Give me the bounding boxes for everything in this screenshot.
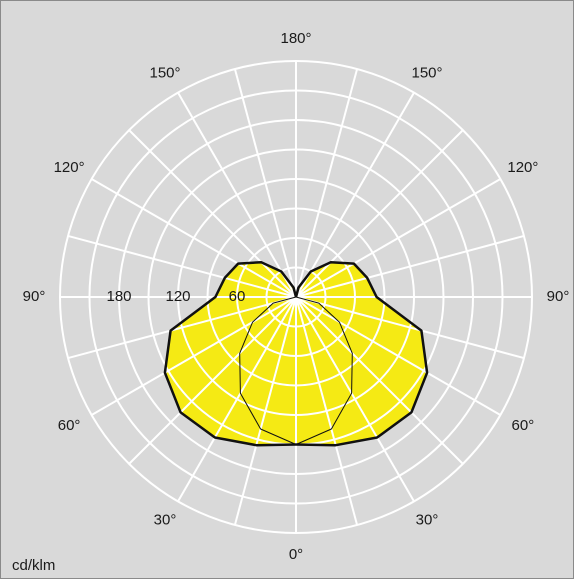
theta-tick-label: 90° xyxy=(547,288,570,305)
grid-spoke xyxy=(91,296,297,416)
grid-spoke xyxy=(295,296,464,465)
theta-tick-label: 150° xyxy=(411,65,442,82)
r-tick-label: 60 xyxy=(229,288,246,305)
grid-spoke xyxy=(295,296,359,526)
grid-spoke xyxy=(295,178,501,298)
theta-tick-label: 30° xyxy=(416,511,439,528)
grid-spoke xyxy=(295,296,501,416)
grid-spoke xyxy=(295,129,464,298)
curve-line xyxy=(163,260,298,447)
grid-spoke xyxy=(295,92,415,298)
theta-tick-label: 60° xyxy=(58,417,81,434)
grid-spoke xyxy=(91,178,297,298)
curve-line xyxy=(295,296,353,445)
grid-spoke xyxy=(177,296,297,502)
curve-fill xyxy=(296,262,428,446)
theta-tick-label: 90° xyxy=(23,288,46,305)
grid-spoke xyxy=(233,68,297,298)
curve-line xyxy=(294,260,429,447)
unit-label: cd/klm xyxy=(12,557,55,574)
grid-spoke xyxy=(295,68,359,298)
theta-tick-label: 30° xyxy=(154,511,177,528)
theta-tick-label: 180° xyxy=(280,30,311,47)
grid-spoke xyxy=(295,296,525,360)
theta-tick-label: 60° xyxy=(512,417,535,434)
r-tick-label: 180 xyxy=(106,288,131,305)
grid-spoke xyxy=(295,234,525,298)
grid-spoke xyxy=(67,234,297,298)
theta-tick-label: 150° xyxy=(149,65,180,82)
theta-tick-label: 0° xyxy=(289,546,303,563)
grid-spoke xyxy=(128,296,297,465)
grid-spoke xyxy=(177,92,297,298)
grid-spoke xyxy=(295,296,415,502)
grid-spoke xyxy=(67,296,297,360)
theta-tick-label: 120° xyxy=(507,159,538,176)
curve-fill xyxy=(164,262,296,446)
curve-line xyxy=(239,296,297,445)
r-tick-label: 120 xyxy=(165,288,190,305)
theta-tick-label: 120° xyxy=(54,159,85,176)
grid-spoke xyxy=(233,296,297,526)
grid-spoke xyxy=(128,129,297,298)
